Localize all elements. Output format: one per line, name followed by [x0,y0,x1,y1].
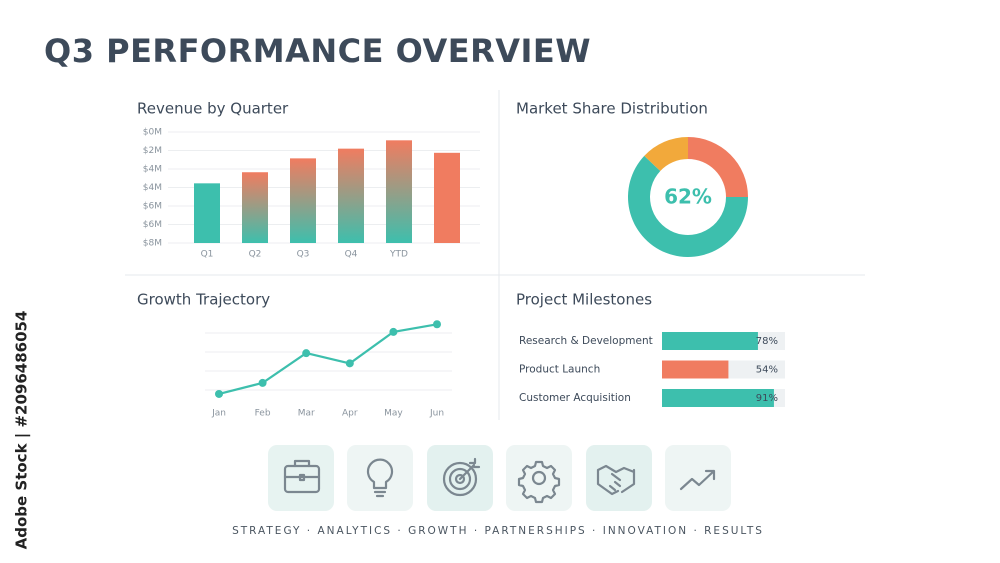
value-label: 54% [756,365,778,376]
y-tick-label: $6M [143,202,162,212]
row-label: Research & Development [519,335,653,347]
icon-tile [665,445,731,511]
trend-icon [679,469,716,491]
briefcase-icon [283,459,321,494]
y-tick-label: $4M [143,183,162,193]
line-point [258,378,267,387]
icon-row [268,445,731,511]
watermark: Adobe Stock | #2096486054 [13,311,32,550]
x-tick-label: Apr [342,409,358,419]
x-tick-label: Q4 [345,250,358,260]
y-tick-label: $4M [143,165,162,175]
y-tick-label: $6M [143,220,162,230]
bar [290,158,316,243]
value-label: 91% [756,393,778,404]
bar [434,152,460,243]
bar [338,148,364,243]
x-tick-label: Jan [211,409,226,419]
x-tick-label: Jun [429,409,444,419]
chart-title: Market Share Distribution [516,100,708,118]
progress-bar [662,389,774,407]
value-label: 78% [756,336,778,347]
page-title: Q3 PERFORMANCE OVERVIEW [44,32,591,70]
x-tick-label: Q2 [249,250,262,260]
line-point [389,327,398,336]
row-label: Customer Acquisition [519,392,631,404]
y-tick-label: $0M [143,128,162,138]
target-icon [442,457,481,497]
icon-tile [347,445,413,511]
line-point [302,349,311,358]
line-point [345,359,354,368]
x-tick-label: Q3 [297,250,310,260]
donut-segment [644,137,688,171]
handshake-icon [596,464,636,496]
y-tick-label: $2M [143,146,162,156]
footer-keywords: STRATEGY · ANALYTICS · GROWTH · PARTNERS… [232,525,764,537]
center-label: 62% [664,185,712,209]
x-tick-label: Mar [298,409,315,419]
x-tick-label: May [384,409,403,419]
chart-title: Revenue by Quarter [137,100,289,118]
gear-icon [517,460,561,504]
row-label: Product Launch [519,364,600,376]
y-tick-label: $8M [143,239,162,249]
progress-bar [662,360,729,379]
progress-bar [662,332,758,350]
bar [194,183,220,243]
x-tick-label: Q1 [201,250,214,260]
x-tick-label: Feb [255,409,271,419]
chart-title: Growth Trajectory [137,291,270,309]
x-tick-label: YTD [389,250,408,260]
line-point [433,320,441,329]
line-series [218,323,438,395]
line-point [215,389,223,398]
bar [242,172,268,243]
donut-segment [628,155,748,258]
chart-title: Project Milestones [516,291,652,309]
donut-segment [688,137,748,197]
lightbulb-icon [366,458,394,498]
bar [386,140,412,243]
